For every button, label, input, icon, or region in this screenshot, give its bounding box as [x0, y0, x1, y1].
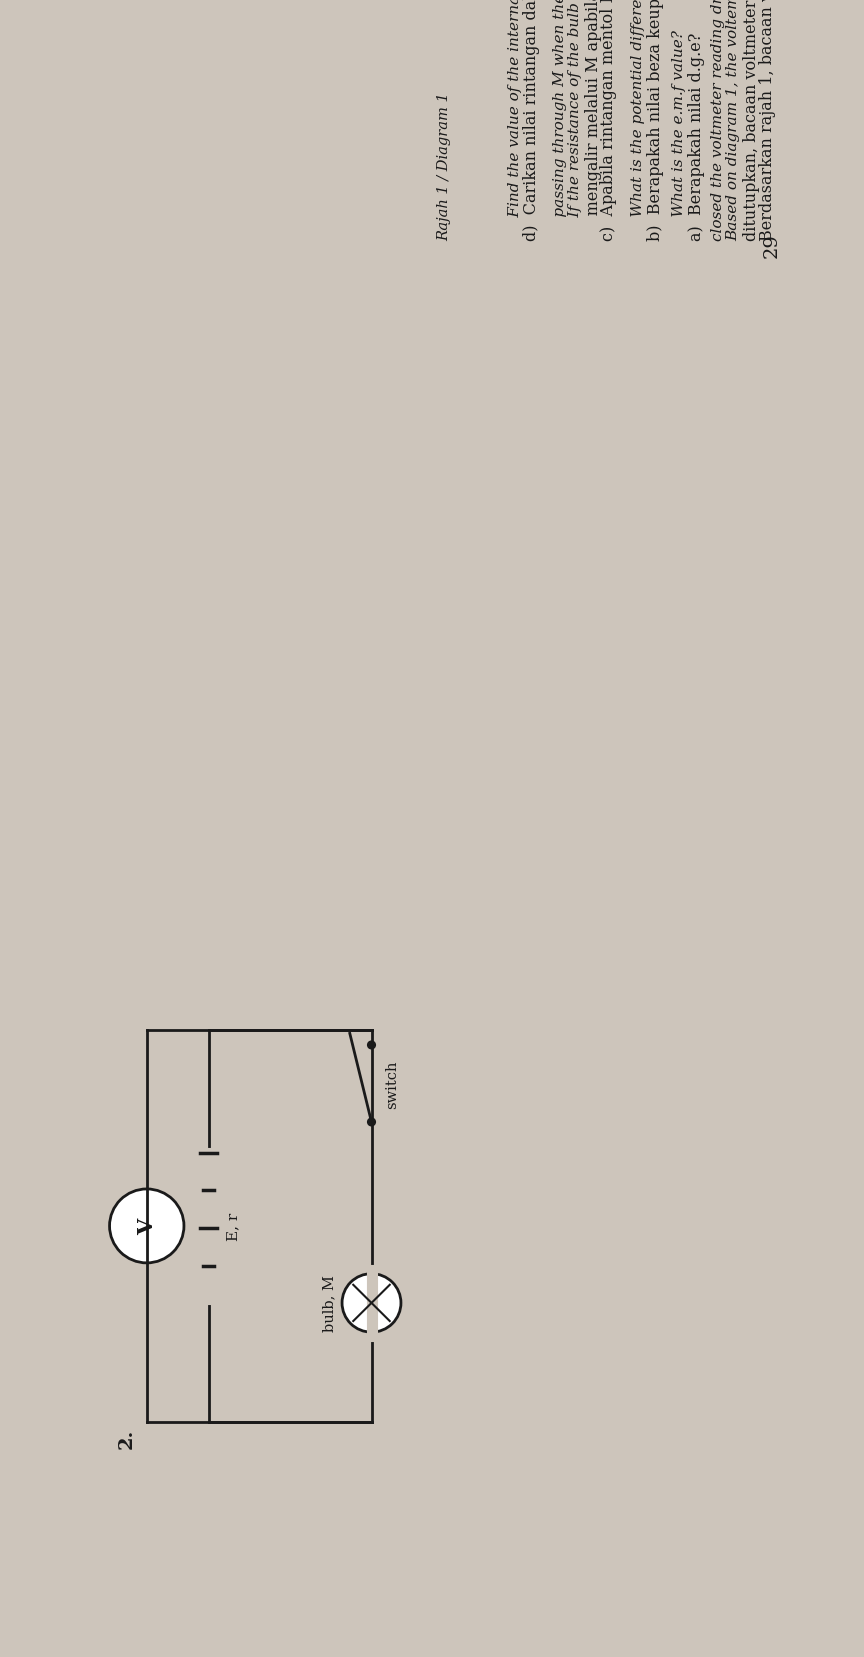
Text: switch: switch — [385, 1059, 399, 1109]
Text: Based on diagram 1, the voltemeter reading is 6V. As the switch is: Based on diagram 1, the voltemeter readi… — [727, 0, 740, 242]
Circle shape — [367, 1118, 375, 1127]
Text: a)  Berapakah nilai d.g.e?: a) Berapakah nilai d.g.e? — [688, 33, 705, 242]
Text: E, r: E, r — [226, 1211, 240, 1241]
Circle shape — [367, 1042, 375, 1049]
Text: d)  Carikan nilai rintangan dalaman, r bateri itu?: d) Carikan nilai rintangan dalaman, r ba… — [524, 0, 540, 242]
Text: mengalir melalui M apabila suis ditutup?: mengalir melalui M apabila suis ditutup? — [585, 0, 601, 242]
Text: passing through M when the switch is closed?: passing through M when the switch is clo… — [553, 0, 567, 242]
Circle shape — [342, 1274, 401, 1332]
Text: b)  Berapakah nilai beza keupayaan litar?: b) Berapakah nilai beza keupayaan litar? — [646, 0, 664, 242]
Text: ditutupkan, bacaan voltmeter menyusut sebanyak 1.2V.: ditutupkan, bacaan voltmeter menyusut se… — [744, 0, 760, 242]
Circle shape — [110, 1190, 184, 1263]
Text: Berdasarkan rajah 1, bacaan voltmeter ialah 6V. Apabila suis: Berdasarkan rajah 1, bacaan voltmeter ia… — [759, 0, 776, 242]
Text: What is the potential difference of the circuit?: What is the potential difference of the … — [631, 0, 645, 242]
Text: What is the e.m.f value?: What is the e.m.f value? — [672, 30, 686, 242]
Text: c)  Apabila rintangan mentol M ialah 8Ω, berapakah arus yang: c) Apabila rintangan mentol M ialah 8Ω, … — [600, 0, 617, 242]
Text: bulb, M: bulb, M — [322, 1274, 336, 1332]
Text: V: V — [137, 1218, 156, 1234]
Text: If the resistance of the bulb M is 8Ω, what is the current: If the resistance of the bulb M is 8Ω, w… — [569, 0, 582, 242]
Text: Find the value of the internal resistance, r of the battery?: Find the value of the internal resistanc… — [508, 0, 522, 242]
Text: 29: 29 — [762, 232, 780, 257]
Text: closed the voltmeter reading drop by 1.2V.: closed the voltmeter reading drop by 1.2… — [711, 0, 725, 242]
Text: Rajah 1 / Diagram 1: Rajah 1 / Diagram 1 — [437, 93, 451, 242]
Text: 2.: 2. — [118, 1428, 136, 1448]
